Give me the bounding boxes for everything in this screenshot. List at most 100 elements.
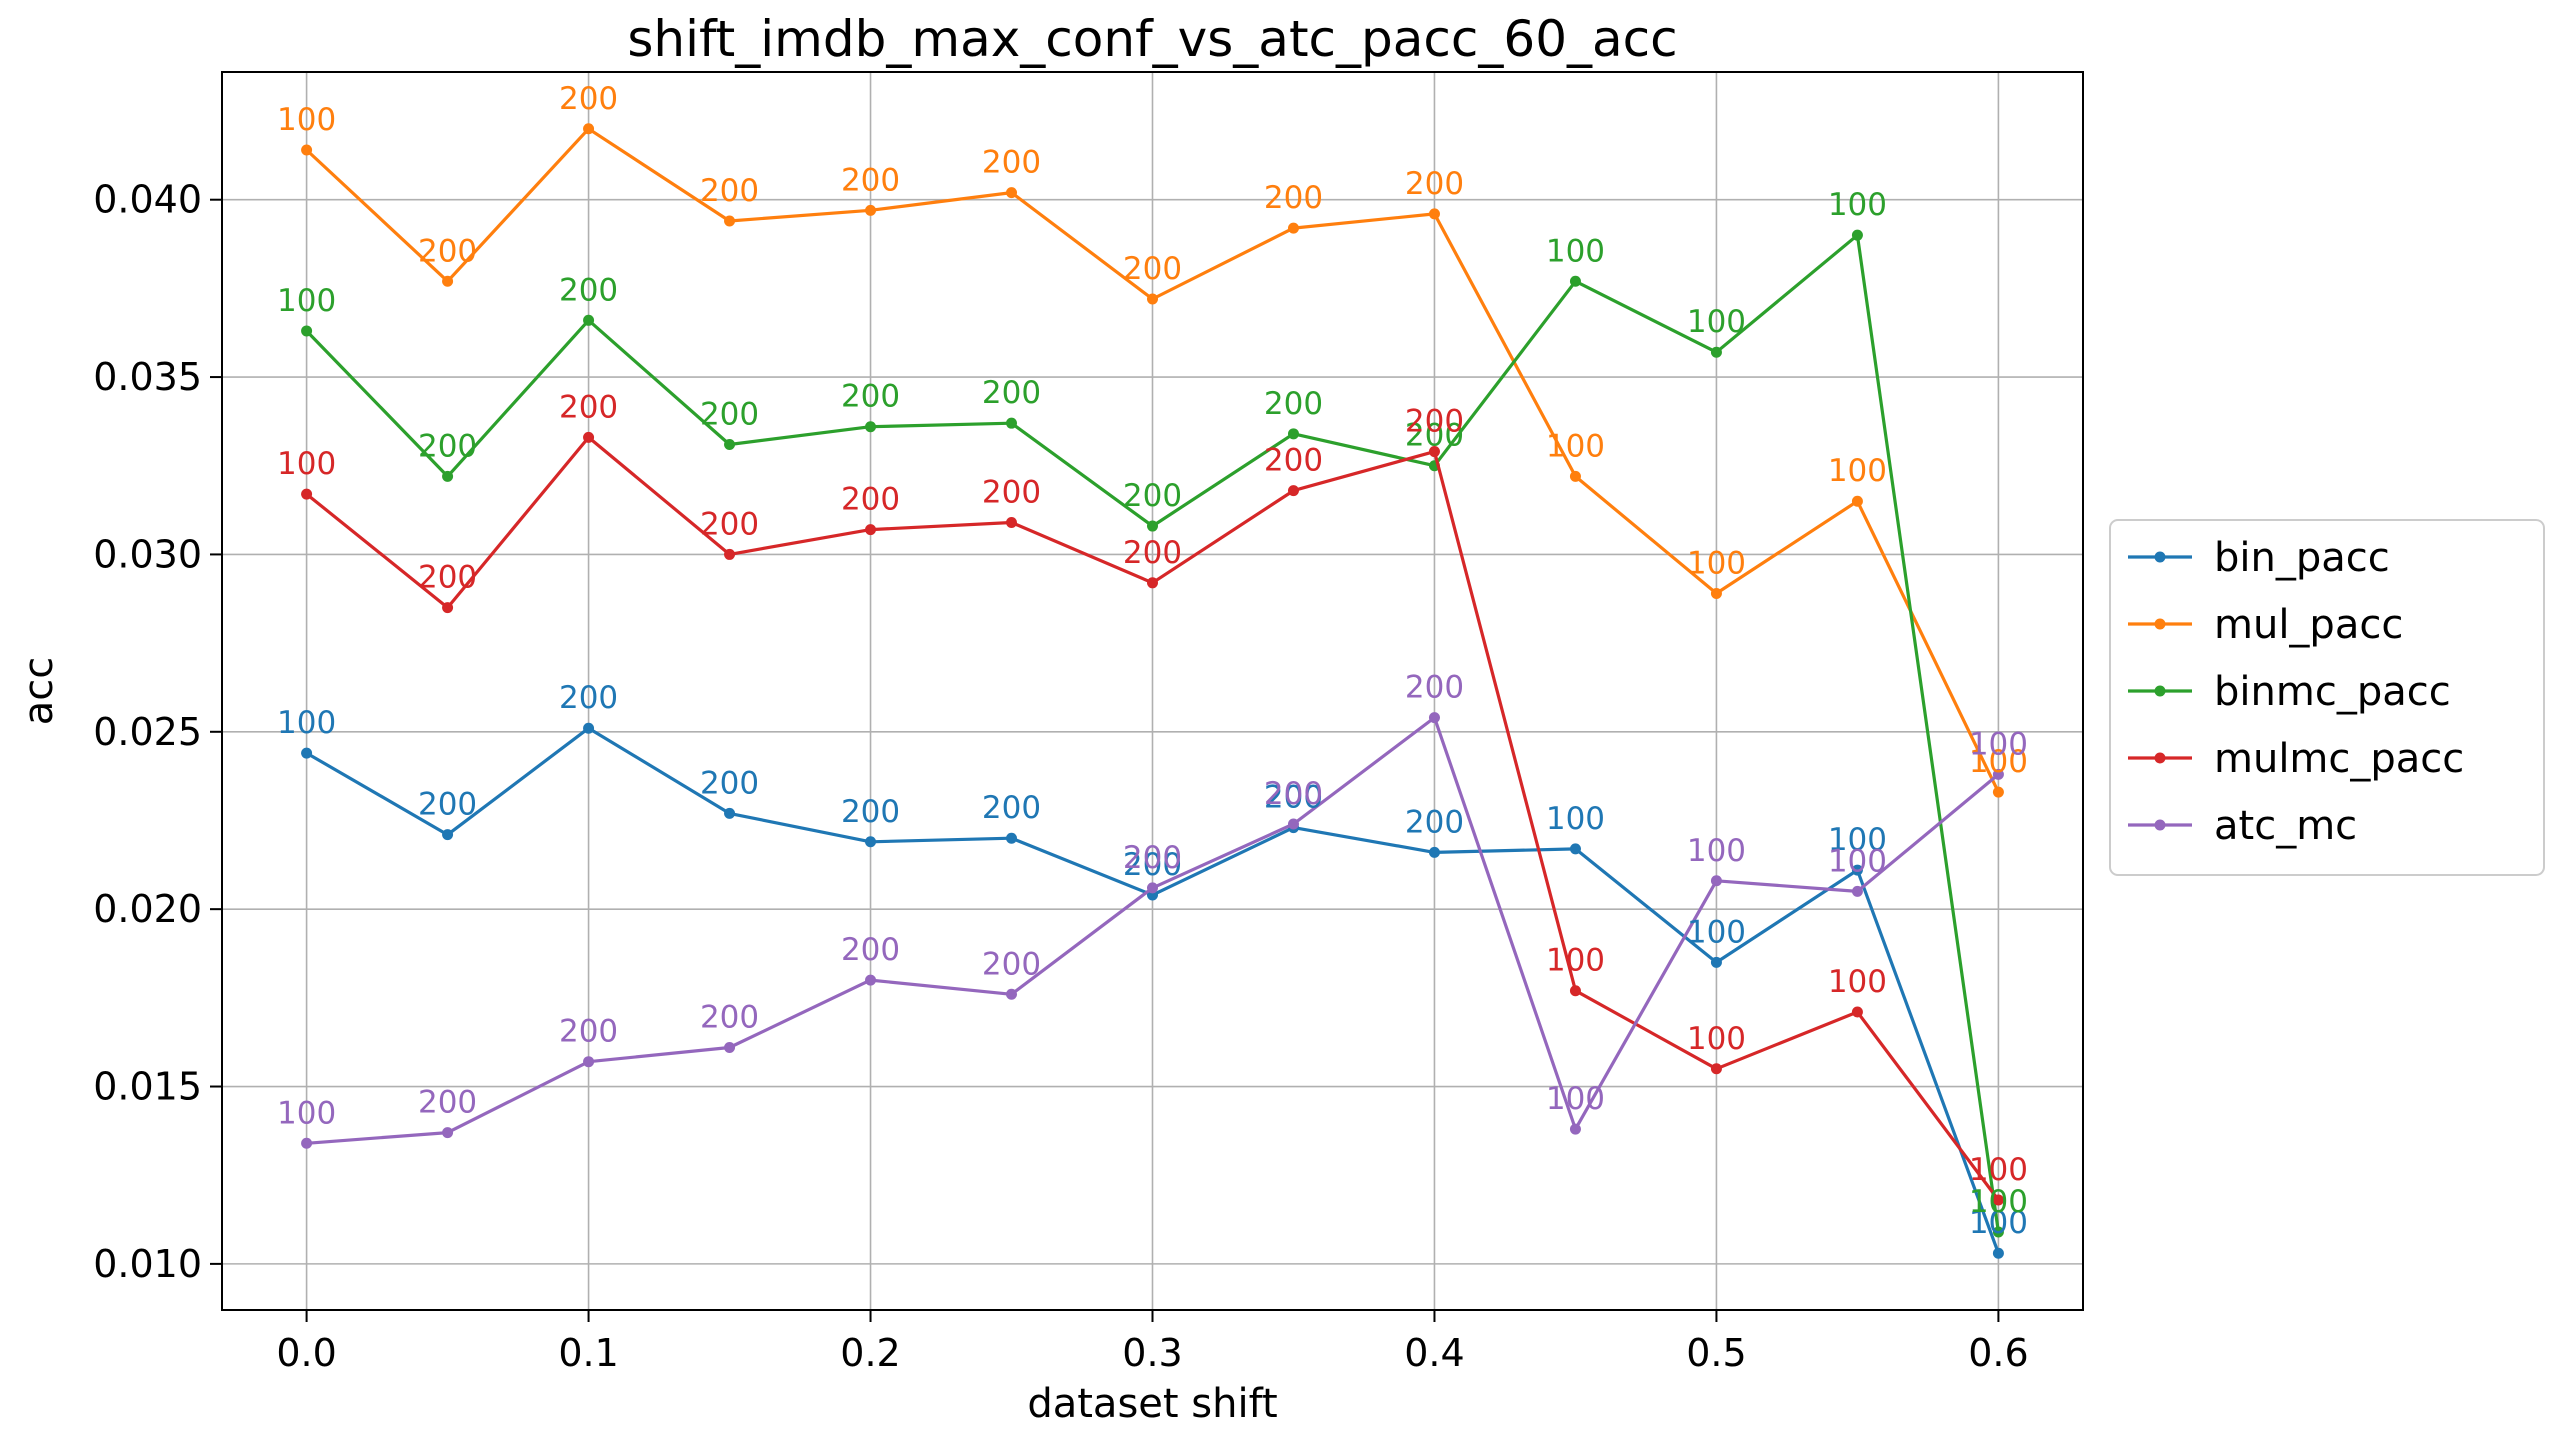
data-label-bin_pacc: 100 [277, 705, 336, 741]
data-point-binmc_pacc [1287, 428, 1299, 440]
data-label-binmc_pacc: 200 [418, 428, 477, 464]
data-label-binmc_pacc: 100 [1546, 233, 1605, 269]
data-point-bin_pacc [1710, 956, 1722, 968]
data-label-atc_mc: 200 [559, 1014, 618, 1050]
y-tick-label: 0.010 [93, 1242, 202, 1286]
data-label-mulmc_pacc: 100 [277, 446, 336, 482]
x-tick-label: 0.3 [1122, 1331, 1182, 1375]
y-tick-label: 0.020 [93, 887, 202, 931]
data-label-atc_mc: 100 [1687, 833, 1746, 869]
data-point-bin_pacc [724, 807, 736, 819]
data-label-bin_pacc: 200 [1123, 847, 1182, 883]
data-label-mulmc_pacc: 200 [982, 475, 1041, 511]
data-label-mul_pacc: 200 [559, 81, 618, 117]
data-point-atc_mc [1992, 768, 2004, 780]
data-point-bin_pacc [1428, 846, 1440, 858]
data-label-mulmc_pacc: 100 [1969, 1152, 2028, 1188]
series-mul_pacc [301, 123, 2004, 798]
data-point-atc_mc [442, 1127, 454, 1139]
data-point-binmc_pacc [1710, 346, 1722, 358]
data-point-atc_mc [1287, 818, 1299, 830]
chart-title: shift_imdb_max_conf_vs_atc_pacc_60_acc [627, 10, 1677, 68]
data-label-mulmc_pacc: 100 [1828, 964, 1887, 1000]
series-binmc_pacc [301, 229, 2004, 1238]
data-label-mulmc_pacc: 200 [1405, 404, 1464, 440]
data-label-atc_mc: 100 [1546, 1081, 1605, 1117]
data-point-mulmc_pacc [1006, 517, 1018, 529]
data-label-bin_pacc: 100 [1969, 1205, 2028, 1241]
data-label-binmc_pacc: 200 [1405, 418, 1464, 454]
data-point-atc_mc [1569, 1123, 1581, 1135]
data-label-mul_pacc: 200 [982, 145, 1041, 181]
data-point-atc_mc [1006, 988, 1018, 1000]
grid-lines [222, 72, 2083, 1310]
series-atc_mc [301, 712, 2004, 1149]
data-label-mul_pacc: 100 [1687, 545, 1746, 581]
data-point-mulmc_pacc [1992, 1194, 2004, 1206]
y-tick-label: 0.035 [93, 355, 202, 399]
x-tick-label: 0.0 [276, 1331, 336, 1375]
data-label-bin_pacc: 200 [418, 787, 477, 823]
legend-entry-mul_pacc: mul_pacc [2214, 602, 2403, 648]
data-point-mul_pacc [1710, 587, 1722, 599]
data-point-atc_mc [1147, 882, 1158, 894]
x-tick-label: 0.2 [840, 1331, 900, 1375]
data-point-mulmc_pacc [442, 602, 454, 614]
data-label-mul_pacc: 100 [1969, 744, 2028, 780]
data-point-binmc_pacc [1147, 520, 1158, 532]
data-label-mul_pacc: 100 [1828, 453, 1887, 489]
series-layer [301, 123, 2004, 1259]
data-label-bin_pacc: 200 [841, 794, 900, 830]
data-label-atc_mc: 200 [1264, 776, 1323, 812]
data-label-mul_pacc: 200 [1405, 166, 1464, 202]
data-point-binmc_pacc [442, 470, 454, 482]
data-point-bin_pacc [301, 747, 313, 759]
data-label-bin_pacc: 200 [700, 765, 759, 801]
data-point-atc_mc [1851, 885, 1863, 897]
data-label-bin_pacc: 100 [1687, 914, 1746, 950]
y-tick-label: 0.040 [93, 178, 202, 222]
data-point-mul_pacc [1851, 495, 1863, 507]
data-point-binmc_pacc [301, 325, 313, 337]
y-tick-label: 0.025 [93, 710, 202, 754]
legend-swatch-marker [2154, 551, 2166, 563]
data-point-binmc_pacc [724, 438, 736, 450]
data-point-binmc_pacc [1569, 275, 1581, 287]
data-point-bin_pacc [583, 722, 595, 734]
data-point-binmc_pacc [1851, 229, 1863, 241]
data-label-mul_pacc: 200 [1264, 180, 1323, 216]
data-label-atc_mc: 200 [1123, 840, 1182, 876]
data-point-mulmc_pacc [865, 524, 877, 536]
data-point-atc_mc [865, 974, 877, 986]
data-label-binmc_pacc: 100 [1687, 304, 1746, 340]
data-label-mulmc_pacc: 200 [1123, 535, 1182, 571]
data-point-mul_pacc [1428, 208, 1440, 220]
data-label-mulmc_pacc: 200 [700, 506, 759, 542]
data-label-atc_mc: 200 [700, 1000, 759, 1036]
data-label-bin_pacc: 100 [1828, 822, 1887, 858]
data-label-mulmc_pacc: 200 [418, 560, 477, 596]
data-point-binmc_pacc [1006, 417, 1018, 429]
data-point-atc_mc [1710, 875, 1722, 887]
x-tick-label: 0.5 [1686, 1331, 1746, 1375]
series-mulmc_pacc [301, 431, 2004, 1206]
data-point-binmc_pacc [583, 314, 595, 326]
legend-swatch-marker [2154, 618, 2166, 630]
data-label-atc_mc: 100 [277, 1095, 336, 1131]
data-point-mulmc_pacc [301, 488, 313, 500]
data-point-mulmc_pacc [1428, 446, 1440, 458]
data-label-bin_pacc: 200 [559, 680, 618, 716]
data-point-mul_pacc [583, 123, 595, 135]
data-label-atc_mc: 100 [1828, 843, 1887, 879]
legend-swatch-marker [2154, 819, 2166, 831]
data-point-mul_pacc [1569, 470, 1581, 482]
data-label-mulmc_pacc: 200 [1264, 443, 1323, 479]
x-tick-label: 0.4 [1404, 1331, 1464, 1375]
data-point-bin_pacc [1851, 864, 1863, 876]
data-point-mul_pacc [1147, 293, 1158, 305]
data-label-atc_mc: 100 [1969, 726, 2028, 762]
data-label-bin_pacc: 200 [1264, 780, 1323, 816]
axis-ticks: 0.0 0.1 0.2 0.3 0.4 0.5 0.6 0.010 0.015 0.020 0.02… [93, 178, 2028, 1375]
data-label-binmc_pacc: 100 [1828, 187, 1887, 223]
